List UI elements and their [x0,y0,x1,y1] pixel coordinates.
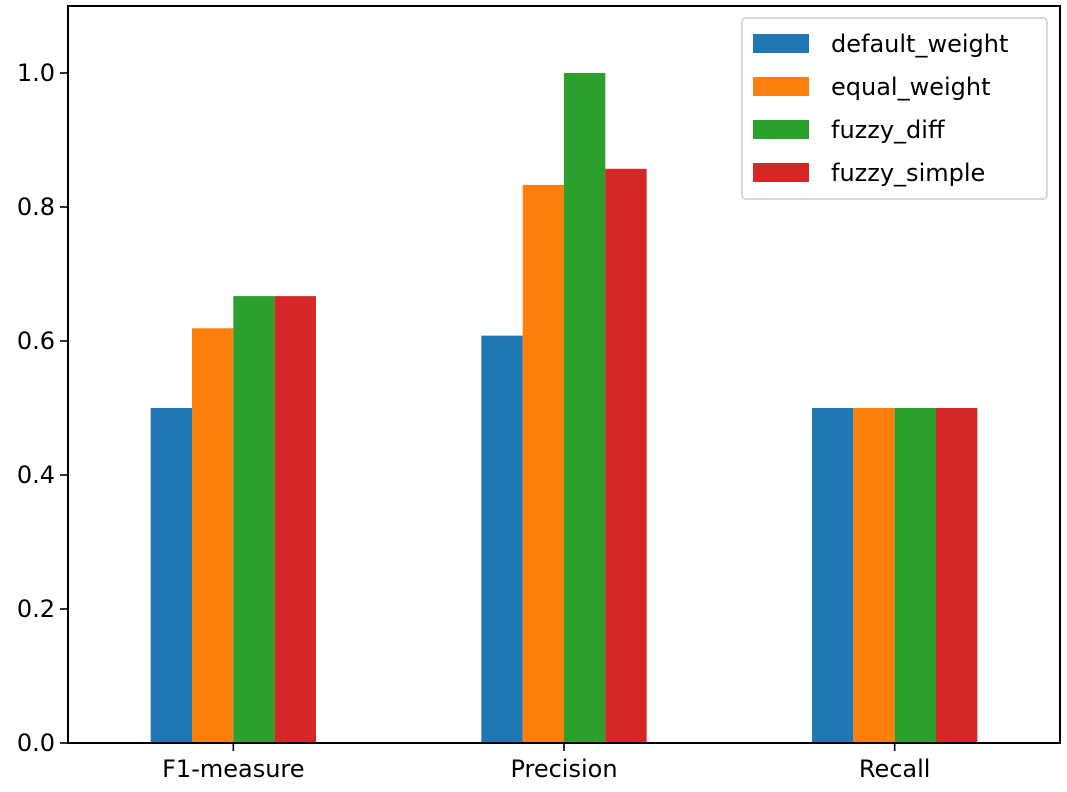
bar-fuzzy_simple-precision [605,168,647,743]
bar-fuzzy_simple-recall [936,408,978,743]
bar-default_weight-precision [481,335,523,743]
bar-fuzzy_diff-f1-measure [233,296,275,743]
x-tick-label: F1-measure [162,755,304,783]
legend-label-fuzzy_simple: fuzzy_simple [831,159,985,187]
legend-swatch-fuzzy_simple [753,163,809,182]
bar-equal_weight-f1-measure [192,328,234,743]
legend: default_weight equal_weight fuzzy_difffuzz… [741,17,1048,200]
bar-fuzzy_diff-precision [564,73,606,743]
legend-label-default_weight: default_weight [831,30,1008,58]
legend-swatch-default_weight [753,34,809,53]
bar-fuzzy_diff-recall [894,408,936,743]
y-tick-label: 0.0 [17,729,55,757]
bar-default_weight-recall [812,408,854,743]
x-tick-label: Recall [859,755,931,783]
bar-default_weight-f1-measure [150,408,192,743]
y-axis: 0.0 0.2 0.4 0.6 0.8 1.0 [17,59,68,757]
bar-fuzzy_simple-f1-measure [274,296,316,743]
y-tick-label: 0.8 [17,193,55,221]
legend-swatch-fuzzy_diff [753,120,809,139]
legend-box [741,17,1048,200]
x-axis: F1-measure Precision Recall [162,743,930,783]
legend-label-fuzzy_diff: fuzzy_diff [831,116,945,144]
y-tick-label: 0.2 [17,595,55,623]
y-tick-label: 1.0 [17,59,55,87]
bars-group [150,73,978,743]
x-tick-label: Precision [510,755,617,783]
bar-equal_weight-recall [853,408,895,743]
legend-label-equal_weight: equal_weight [831,73,991,101]
legend-swatch-equal_weight [753,77,809,96]
y-tick-label: 0.6 [17,327,55,355]
y-tick-label: 0.4 [17,461,55,489]
bar-equal_weight-precision [522,184,564,743]
